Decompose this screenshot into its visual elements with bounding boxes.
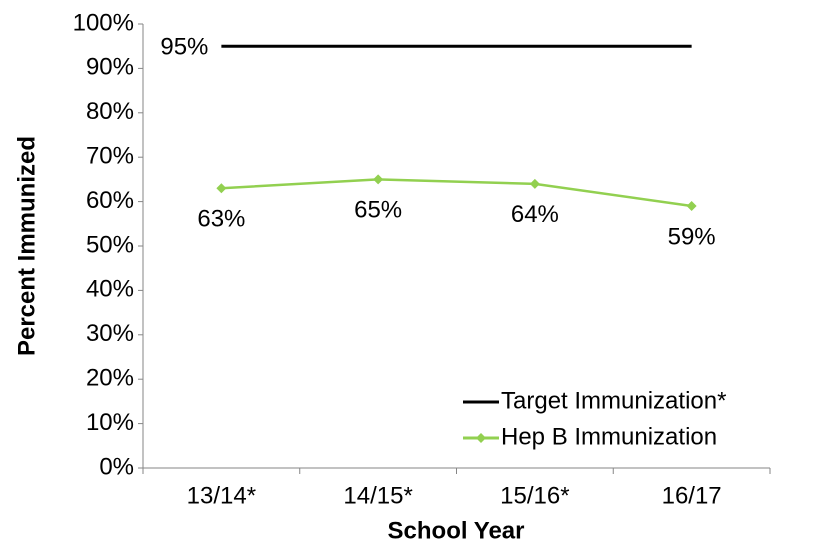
y-tick-label: 40% [86,276,134,303]
legend-marker [476,433,486,443]
data-label: 63% [197,206,245,233]
x-tick-label: 14/15* [343,482,412,509]
y-tick-label: 20% [86,365,134,392]
y-tick-label: 100% [73,9,134,36]
y-tick-label: 90% [86,54,134,81]
y-axis-title: Percent Immunized [13,136,40,356]
y-tick-label: 30% [86,320,134,347]
y-tick-label: 0% [99,453,134,480]
data-label: 59% [668,223,716,250]
x-tick-label: 15/16* [500,482,569,509]
data-point [373,174,384,185]
data-point [529,178,540,189]
data-label: 95% [160,34,208,61]
data-point [216,183,227,194]
x-axis-title: School Year [388,517,525,544]
data-label: 64% [511,201,559,228]
legend-label: Hep B Immunization [501,423,717,450]
data-label: 65% [354,197,402,224]
legend-label: Target Immunization* [501,387,726,414]
y-tick-label: 10% [86,409,134,436]
x-tick-label: 13/14* [187,482,256,509]
x-tick-label: 16/17 [662,482,722,509]
y-tick-label: 80% [86,98,134,125]
series-line [221,178,692,208]
y-tick-label: 60% [86,187,134,214]
y-tick-label: 70% [86,143,134,170]
data-point [686,201,697,212]
y-tick-label: 50% [86,231,134,258]
